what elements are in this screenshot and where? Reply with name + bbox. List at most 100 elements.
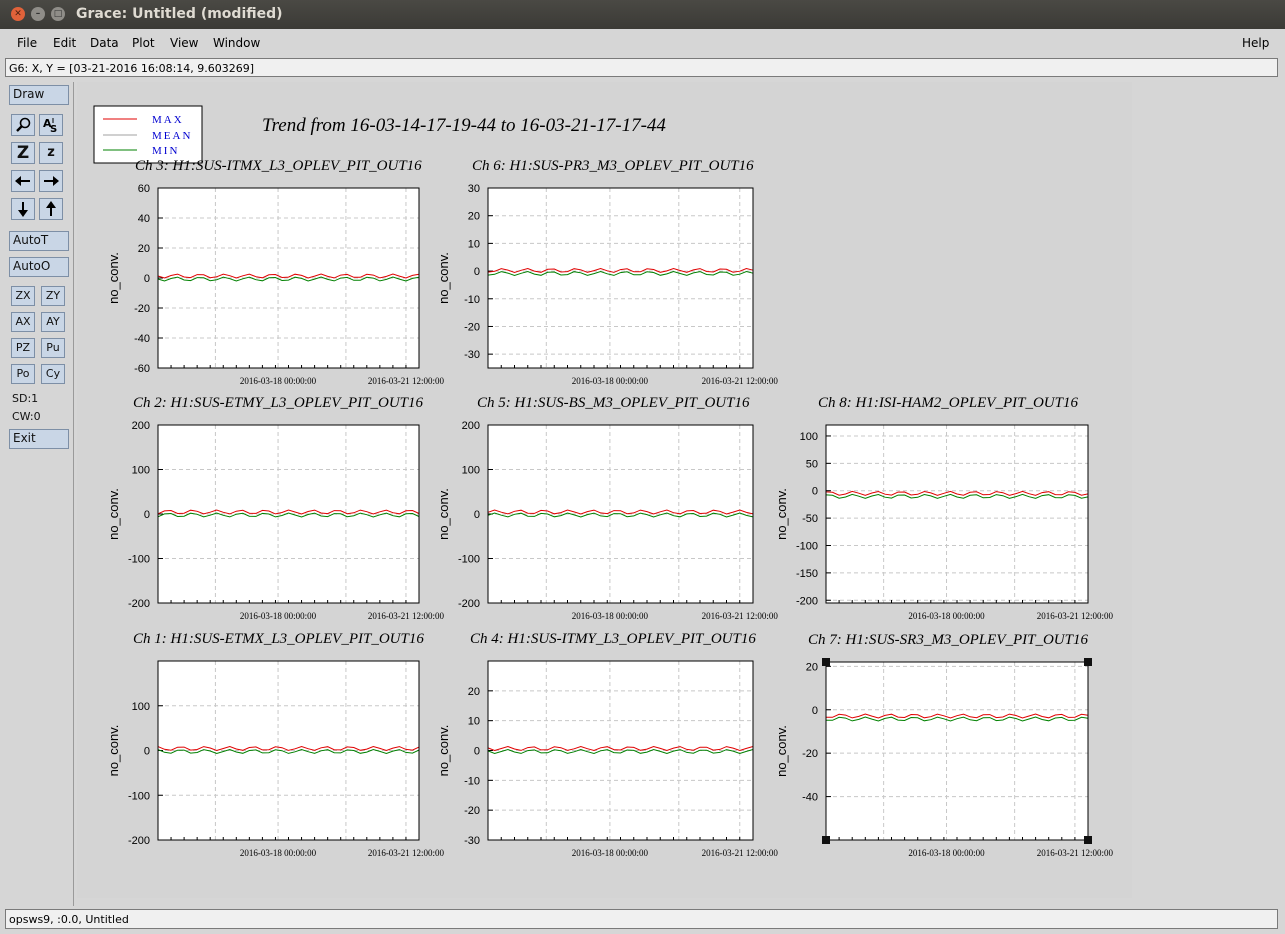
menu-plot[interactable]: Plot [132, 36, 155, 50]
plot-area [488, 188, 753, 368]
graph-title: Ch 3: H1:SUS-ITMX_L3_OPLEV_PIT_OUT16 [135, 158, 422, 174]
y-tick-label: -30 [464, 835, 480, 847]
y-tick-label: -10 [464, 775, 480, 787]
y-tick-label: -200 [128, 598, 150, 610]
y-axis-label: no_conv. [106, 488, 121, 540]
series-min-trace [157, 276, 420, 282]
selection-handle[interactable] [1084, 658, 1092, 666]
scroll-left-button[interactable] [11, 170, 35, 192]
maximize-window-button[interactable]: □ [51, 7, 65, 21]
pz-button[interactable]: PZ [11, 338, 35, 358]
series-max-trace [157, 509, 420, 515]
y-tick-label: -100 [128, 554, 150, 566]
series-max-trace [826, 713, 1089, 719]
y-axis-label: no_conv. [436, 252, 451, 304]
x-tick-label: 2016-03-21 12:00:00 [368, 376, 445, 386]
y-tick-label: -60 [134, 363, 150, 375]
menu-file[interactable]: File [17, 36, 38, 50]
graph-panel[interactable]: 200 100 0 -100 -200 2016-03-18 00:00:00 2016-0… [436, 395, 778, 621]
menu-help[interactable]: Help [1242, 36, 1270, 50]
series-max-trace [487, 745, 754, 752]
y-tick-label: 0 [474, 509, 480, 521]
scroll-up-button[interactable] [39, 198, 63, 220]
x-tick-label: 2016-03-21 12:00:00 [1037, 848, 1114, 858]
selection-handle[interactable] [1084, 836, 1092, 844]
autoo-button[interactable]: AutoO [9, 257, 69, 277]
svg-text:A: A [43, 117, 52, 130]
graph-main-title: Trend from 16-03-14-17-19-44 to 16-03-21… [262, 115, 666, 136]
plot-frame [157, 187, 420, 369]
ax-button[interactable]: AX [11, 312, 35, 332]
x-tick-label: 2016-03-21 12:00:00 [368, 848, 445, 858]
series-max-trace [825, 490, 1089, 496]
series-min-trace [826, 716, 1089, 722]
series-min-trace [487, 748, 754, 755]
y-tick-label: -150 [796, 568, 818, 580]
graph-title: Ch 8: H1:ISI-HAM2_OPLEV_PIT_OUT16 [818, 395, 1078, 411]
exit-button[interactable]: Exit [9, 429, 69, 449]
pu-button[interactable]: Pu [41, 338, 65, 358]
y-axis-label: no_conv. [436, 488, 451, 540]
series-max-trace [157, 745, 420, 752]
y-tick-label: 0 [812, 705, 818, 717]
zoom-button[interactable] [11, 114, 35, 136]
zoom-in-button[interactable]: Z [11, 142, 35, 164]
graph-panel[interactable]: 20 0 -20 -40 2016-03-18 00:00:00 2016-03-21 1… [774, 632, 1114, 858]
graph-panel[interactable]: 100 0 -100 -200 2016-03-18 00:00:00 2016-03-2… [106, 631, 445, 858]
y-tick-label: 20 [138, 243, 150, 255]
ay-button[interactable]: AY [41, 312, 65, 332]
x-tick-label: 2016-03-21 12:00:00 [702, 848, 779, 858]
autot-button[interactable]: AutoT [9, 231, 69, 251]
y-tick-label: 0 [812, 486, 818, 498]
y-tick-label: 50 [806, 458, 818, 470]
y-tick-label: -20 [134, 303, 150, 315]
graph-panel[interactable]: 30 20 10 0 -10 -20 -30 2016-03-18 00:00:00 2016-… [436, 158, 778, 386]
po-button[interactable]: Po [11, 364, 35, 384]
y-tick-label: 20 [806, 661, 818, 673]
y-tick-label: 100 [800, 431, 818, 443]
menu-edit[interactable]: Edit [53, 36, 77, 50]
graph-panel[interactable]: 60 40 20 0 -20 -40 -60 2016-03-18 00:00:00 2016-… [106, 158, 445, 386]
selection-handle[interactable] [822, 658, 830, 666]
menu-data[interactable]: Data [90, 36, 119, 50]
y-tick-label: 100 [132, 465, 150, 477]
zoom-out-button[interactable]: z [39, 142, 63, 164]
y-tick-label: -200 [458, 598, 480, 610]
graph-panel[interactable]: 200 100 0 -100 -200 2016-03-18 00:00:00 2016-0… [106, 395, 445, 621]
current-world-label: CW:0 [12, 410, 41, 423]
y-axis-label: no_conv. [774, 488, 789, 540]
scroll-right-button[interactable] [39, 170, 63, 192]
graph-panel[interactable]: 20 10 0 -10 -20 -30 2016-03-18 00:00:00 2016-03… [436, 631, 778, 858]
y-tick-label: -200 [796, 595, 818, 607]
menu-view[interactable]: View [170, 36, 199, 50]
scroll-down-button[interactable] [11, 198, 35, 220]
plot-area [826, 425, 1088, 603]
selection-handle[interactable] [822, 836, 830, 844]
minimize-window-button[interactable]: – [31, 7, 45, 21]
series-max-trace [157, 273, 420, 279]
zx-button[interactable]: ZX [11, 286, 35, 306]
graph-title: Ch 5: H1:SUS-BS_M3_OPLEV_PIT_OUT16 [477, 395, 750, 411]
y-tick-label: -50 [802, 513, 818, 525]
plot-frame [487, 187, 754, 369]
plot-frame [825, 661, 1089, 841]
graph-panel[interactable]: 100 50 0 -50 -100 -150 -200 2016-03-18 00:00:00… [774, 395, 1114, 621]
menu-window[interactable]: Window [213, 36, 261, 50]
plot-canvas[interactable]: Trend from 16-03-14-17-19-44 to 16-03-21… [77, 82, 1132, 898]
series-min-trace [825, 493, 1089, 499]
y-tick-label: -20 [464, 805, 480, 817]
draw-button[interactable]: Draw [9, 85, 69, 105]
magnifier-icon [16, 117, 31, 132]
close-window-button[interactable]: ✕ [11, 7, 25, 21]
cy-button[interactable]: Cy [41, 364, 65, 384]
zy-button[interactable]: ZY [41, 286, 65, 306]
y-tick-label: -40 [802, 792, 818, 804]
y-tick-label: 0 [144, 746, 150, 758]
y-tick-label: 40 [138, 213, 150, 225]
y-tick-label: 60 [138, 183, 150, 195]
y-axis-label: no_conv. [436, 725, 451, 777]
y-axis-label: no_conv. [106, 725, 121, 777]
y-tick-label: -30 [464, 349, 480, 361]
